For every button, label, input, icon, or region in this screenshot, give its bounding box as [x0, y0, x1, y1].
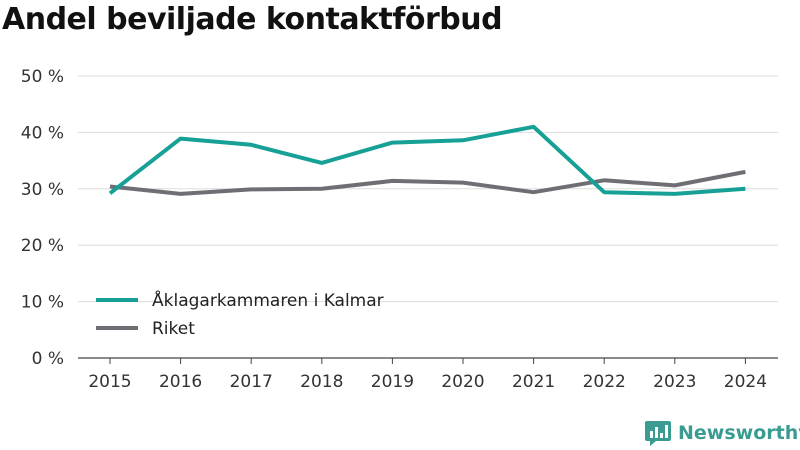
- series-lines: [108, 124, 746, 196]
- chart-title: Andel beviljade kontaktförbud: [2, 2, 503, 37]
- y-tick-label: 20 %: [21, 236, 64, 256]
- y-tick-label: 0 %: [32, 349, 64, 369]
- x-tick-label: 2022: [583, 372, 626, 392]
- x-tick-label: 2015: [88, 372, 131, 392]
- brand-logo: Newsworthy: [644, 418, 800, 448]
- y-tick-label: 50 %: [21, 67, 64, 87]
- bar-chart-bubble-icon: [645, 421, 671, 446]
- y-tick-label: 40 %: [21, 123, 64, 143]
- x-tick-label: 2023: [653, 372, 696, 392]
- series-line: [109, 169, 746, 196]
- legend: Åklagarkammaren i Kalmar Riket: [96, 289, 384, 339]
- x-tick-label: 2020: [441, 372, 484, 392]
- series-line: [108, 124, 746, 196]
- y-axis: 0 % 10 % 20 % 30 % 40 % 50 %: [21, 67, 64, 369]
- x-tick-label: 2019: [371, 372, 414, 392]
- y-tick-label: 10 %: [21, 293, 64, 313]
- x-tick-label: 2024: [724, 372, 767, 392]
- x-tick-label: 2017: [230, 372, 273, 392]
- legend-label: Riket: [152, 319, 195, 339]
- grid-lines: [78, 75, 778, 303]
- legend-label: Åklagarkammaren i Kalmar: [152, 289, 384, 311]
- x-tick-label: 2018: [300, 372, 343, 392]
- x-tick-label: 2021: [512, 372, 555, 392]
- x-axis: [78, 357, 778, 364]
- x-tick-labels: 2015 2016 2017 2018 2019 2020 2021 2022 2023 2024: [88, 372, 767, 392]
- x-tick-label: 2016: [159, 372, 202, 392]
- brand-name: Newsworthy: [678, 422, 800, 444]
- y-tick-label: 30 %: [21, 180, 64, 200]
